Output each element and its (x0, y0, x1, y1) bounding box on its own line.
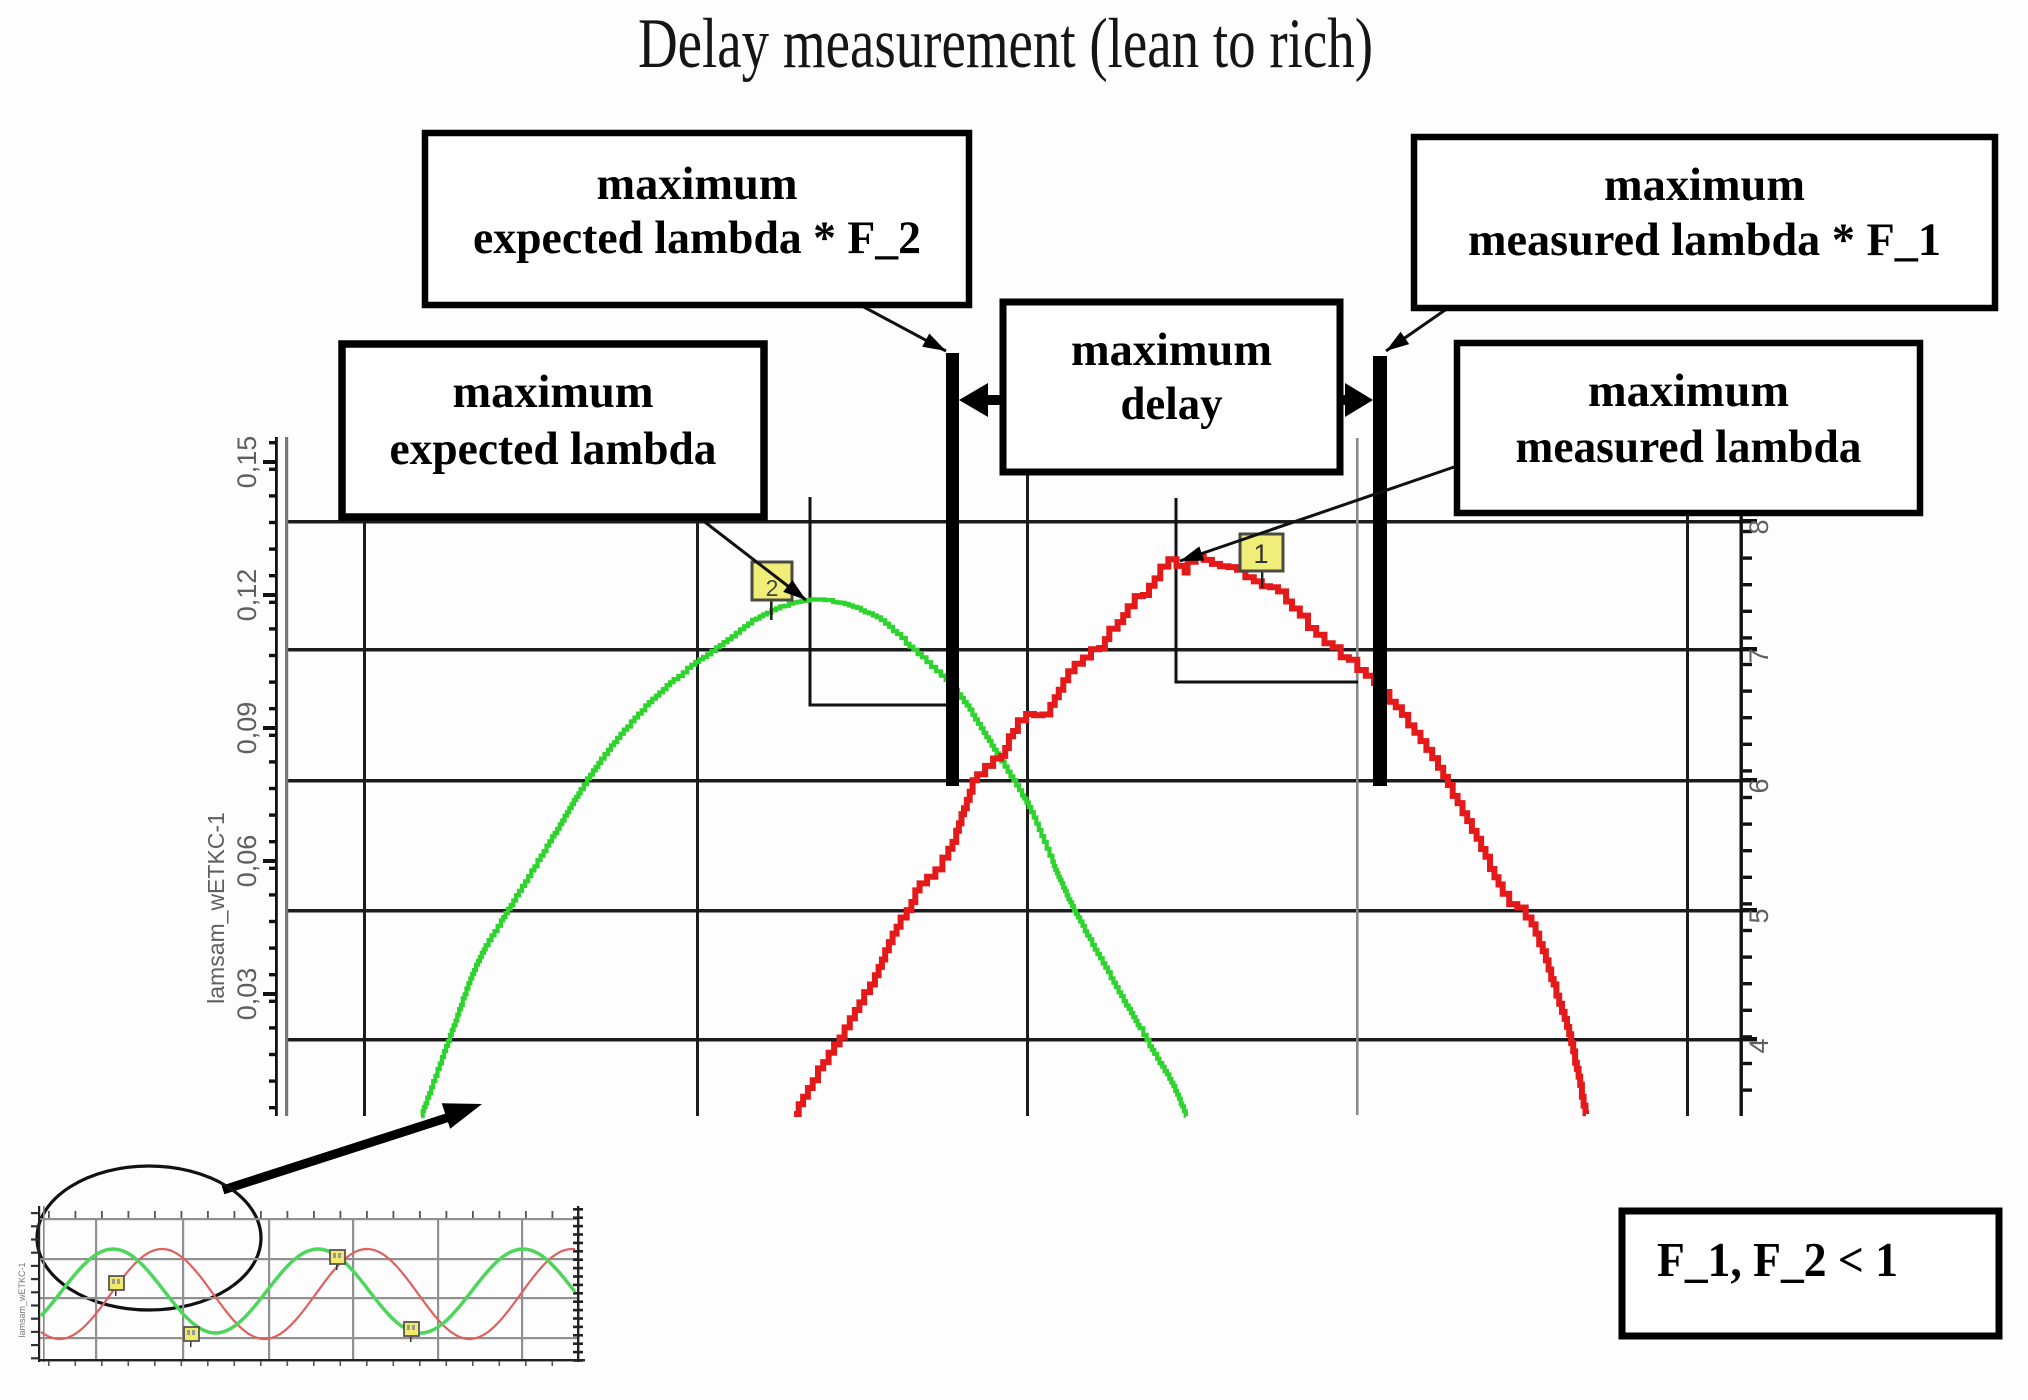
svg-text:expected lambda: expected lambda (390, 424, 717, 475)
svg-text:maximum: maximum (453, 367, 654, 418)
svg-text:Delay measurement (lean to ric: Delay measurement (lean to rich) (638, 5, 1373, 83)
svg-text:8: 8 (1744, 519, 1774, 534)
svg-text:maximum: maximum (1071, 325, 1272, 376)
svg-text:5: 5 (1744, 908, 1774, 923)
svg-text:delay: delay (1121, 379, 1223, 430)
svg-text:0,09: 0,09 (232, 702, 262, 755)
svg-text:0,12: 0,12 (232, 569, 262, 622)
svg-text:6: 6 (1744, 778, 1774, 793)
svg-text:expected lambda * F_2: expected lambda * F_2 (473, 213, 921, 264)
svg-text:measured lambda * F_1: measured lambda * F_1 (1468, 215, 1941, 266)
svg-text:0,15: 0,15 (232, 436, 262, 489)
svg-text:4: 4 (1744, 1038, 1774, 1053)
svg-text:maximum: maximum (597, 159, 798, 210)
svg-text:7: 7 (1744, 648, 1774, 663)
svg-text:F_1, F_2 < 1: F_1, F_2 < 1 (1657, 1232, 1898, 1287)
svg-text:lamsam_wETKC-1: lamsam_wETKC-1 (17, 1262, 27, 1337)
svg-text:maximum: maximum (1604, 160, 1805, 211)
svg-text:measured lambda: measured lambda (1516, 422, 1862, 473)
svg-text:0,03: 0,03 (232, 968, 262, 1021)
svg-text:1: 1 (1253, 539, 1268, 569)
svg-text:0,06: 0,06 (232, 835, 262, 888)
svg-text:maximum: maximum (1588, 366, 1789, 417)
svg-text:2: 2 (766, 575, 779, 601)
svg-text:lamsam_wETKC-1: lamsam_wETKC-1 (203, 812, 229, 1004)
